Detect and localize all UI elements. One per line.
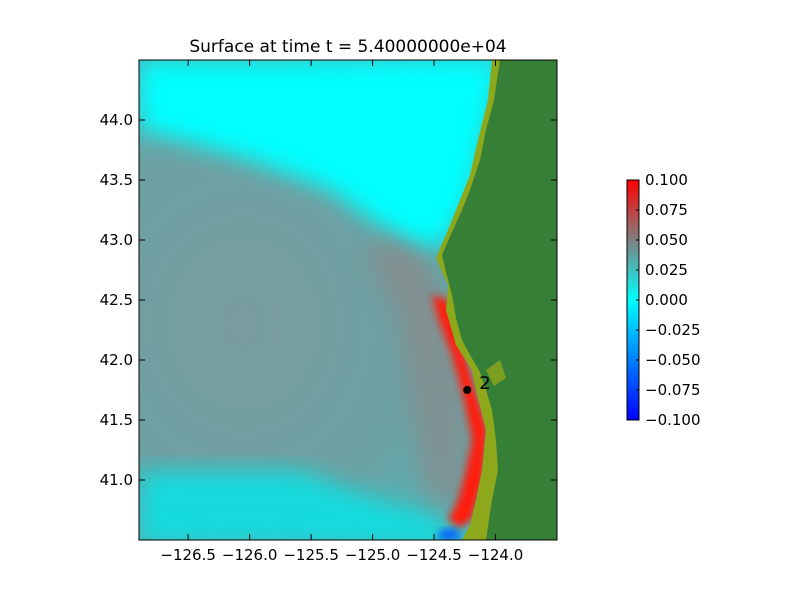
plot-area: 2: [139, 60, 557, 540]
coastal-inlet: [486, 360, 506, 386]
y-tick-label: 42.5: [100, 291, 133, 309]
x-tick-label: −126.5: [160, 546, 216, 564]
gauges-layer: 2: [463, 373, 491, 394]
y-axis: 41.0 41.5 42.0 42.5 43.0 43.5 44.0: [100, 111, 557, 489]
land-mass: [442, 60, 557, 540]
colorbar-tick-label: −0.075: [645, 381, 701, 399]
x-axis: −126.5 −126.0 −125.5 −125.0 −124.5 −124.0: [160, 60, 523, 564]
gauge-label: 2: [479, 373, 490, 394]
colorbar-tick-label: −0.025: [645, 321, 701, 339]
x-tick-label: −126.0: [222, 546, 278, 564]
colorbar-tick-label: 0.000: [645, 291, 688, 309]
colorbar-tick-label: 0.025: [645, 261, 688, 279]
colorbar-tick-label: 0.075: [645, 201, 688, 219]
colorbar-ticks: 0.100 0.075 0.050 0.025 0.000 −0.025 −0.050 −0.…: [636, 171, 701, 429]
y-tick-label: 41.5: [100, 411, 133, 429]
gauge-marker: [463, 386, 472, 394]
y-tick-label: 42.0: [100, 351, 133, 369]
blue-trough: [438, 528, 462, 540]
x-tick-label: −125.0: [345, 546, 401, 564]
red-surge-band: [432, 295, 488, 528]
colorbar-tick-label: 0.100: [645, 171, 688, 189]
colorbar: 0.100 0.075 0.050 0.025 0.000 −0.025 −0.050 −0.…: [626, 171, 701, 429]
x-tick-label: −125.5: [283, 546, 339, 564]
y-tick-label: 41.0: [100, 471, 133, 489]
elevated-surface-nearshore: [370, 230, 475, 520]
chart-title: Surface at time t = 5.40000000e+04: [189, 37, 506, 57]
y-tick-label: 44.0: [100, 111, 133, 129]
y-tick-label: 43.5: [100, 171, 133, 189]
cyan-wavefront-south: [139, 470, 456, 540]
colorbar-tick-label: −0.050: [645, 351, 701, 369]
x-tick-label: −124.0: [468, 546, 524, 564]
cyan-wavefront-north: [139, 60, 500, 250]
colorbar-tick-label: 0.050: [645, 231, 688, 249]
y-tick-label: 43.0: [100, 231, 133, 249]
colorbar-tick-label: −0.100: [645, 411, 701, 429]
x-tick-label: −124.5: [406, 546, 462, 564]
